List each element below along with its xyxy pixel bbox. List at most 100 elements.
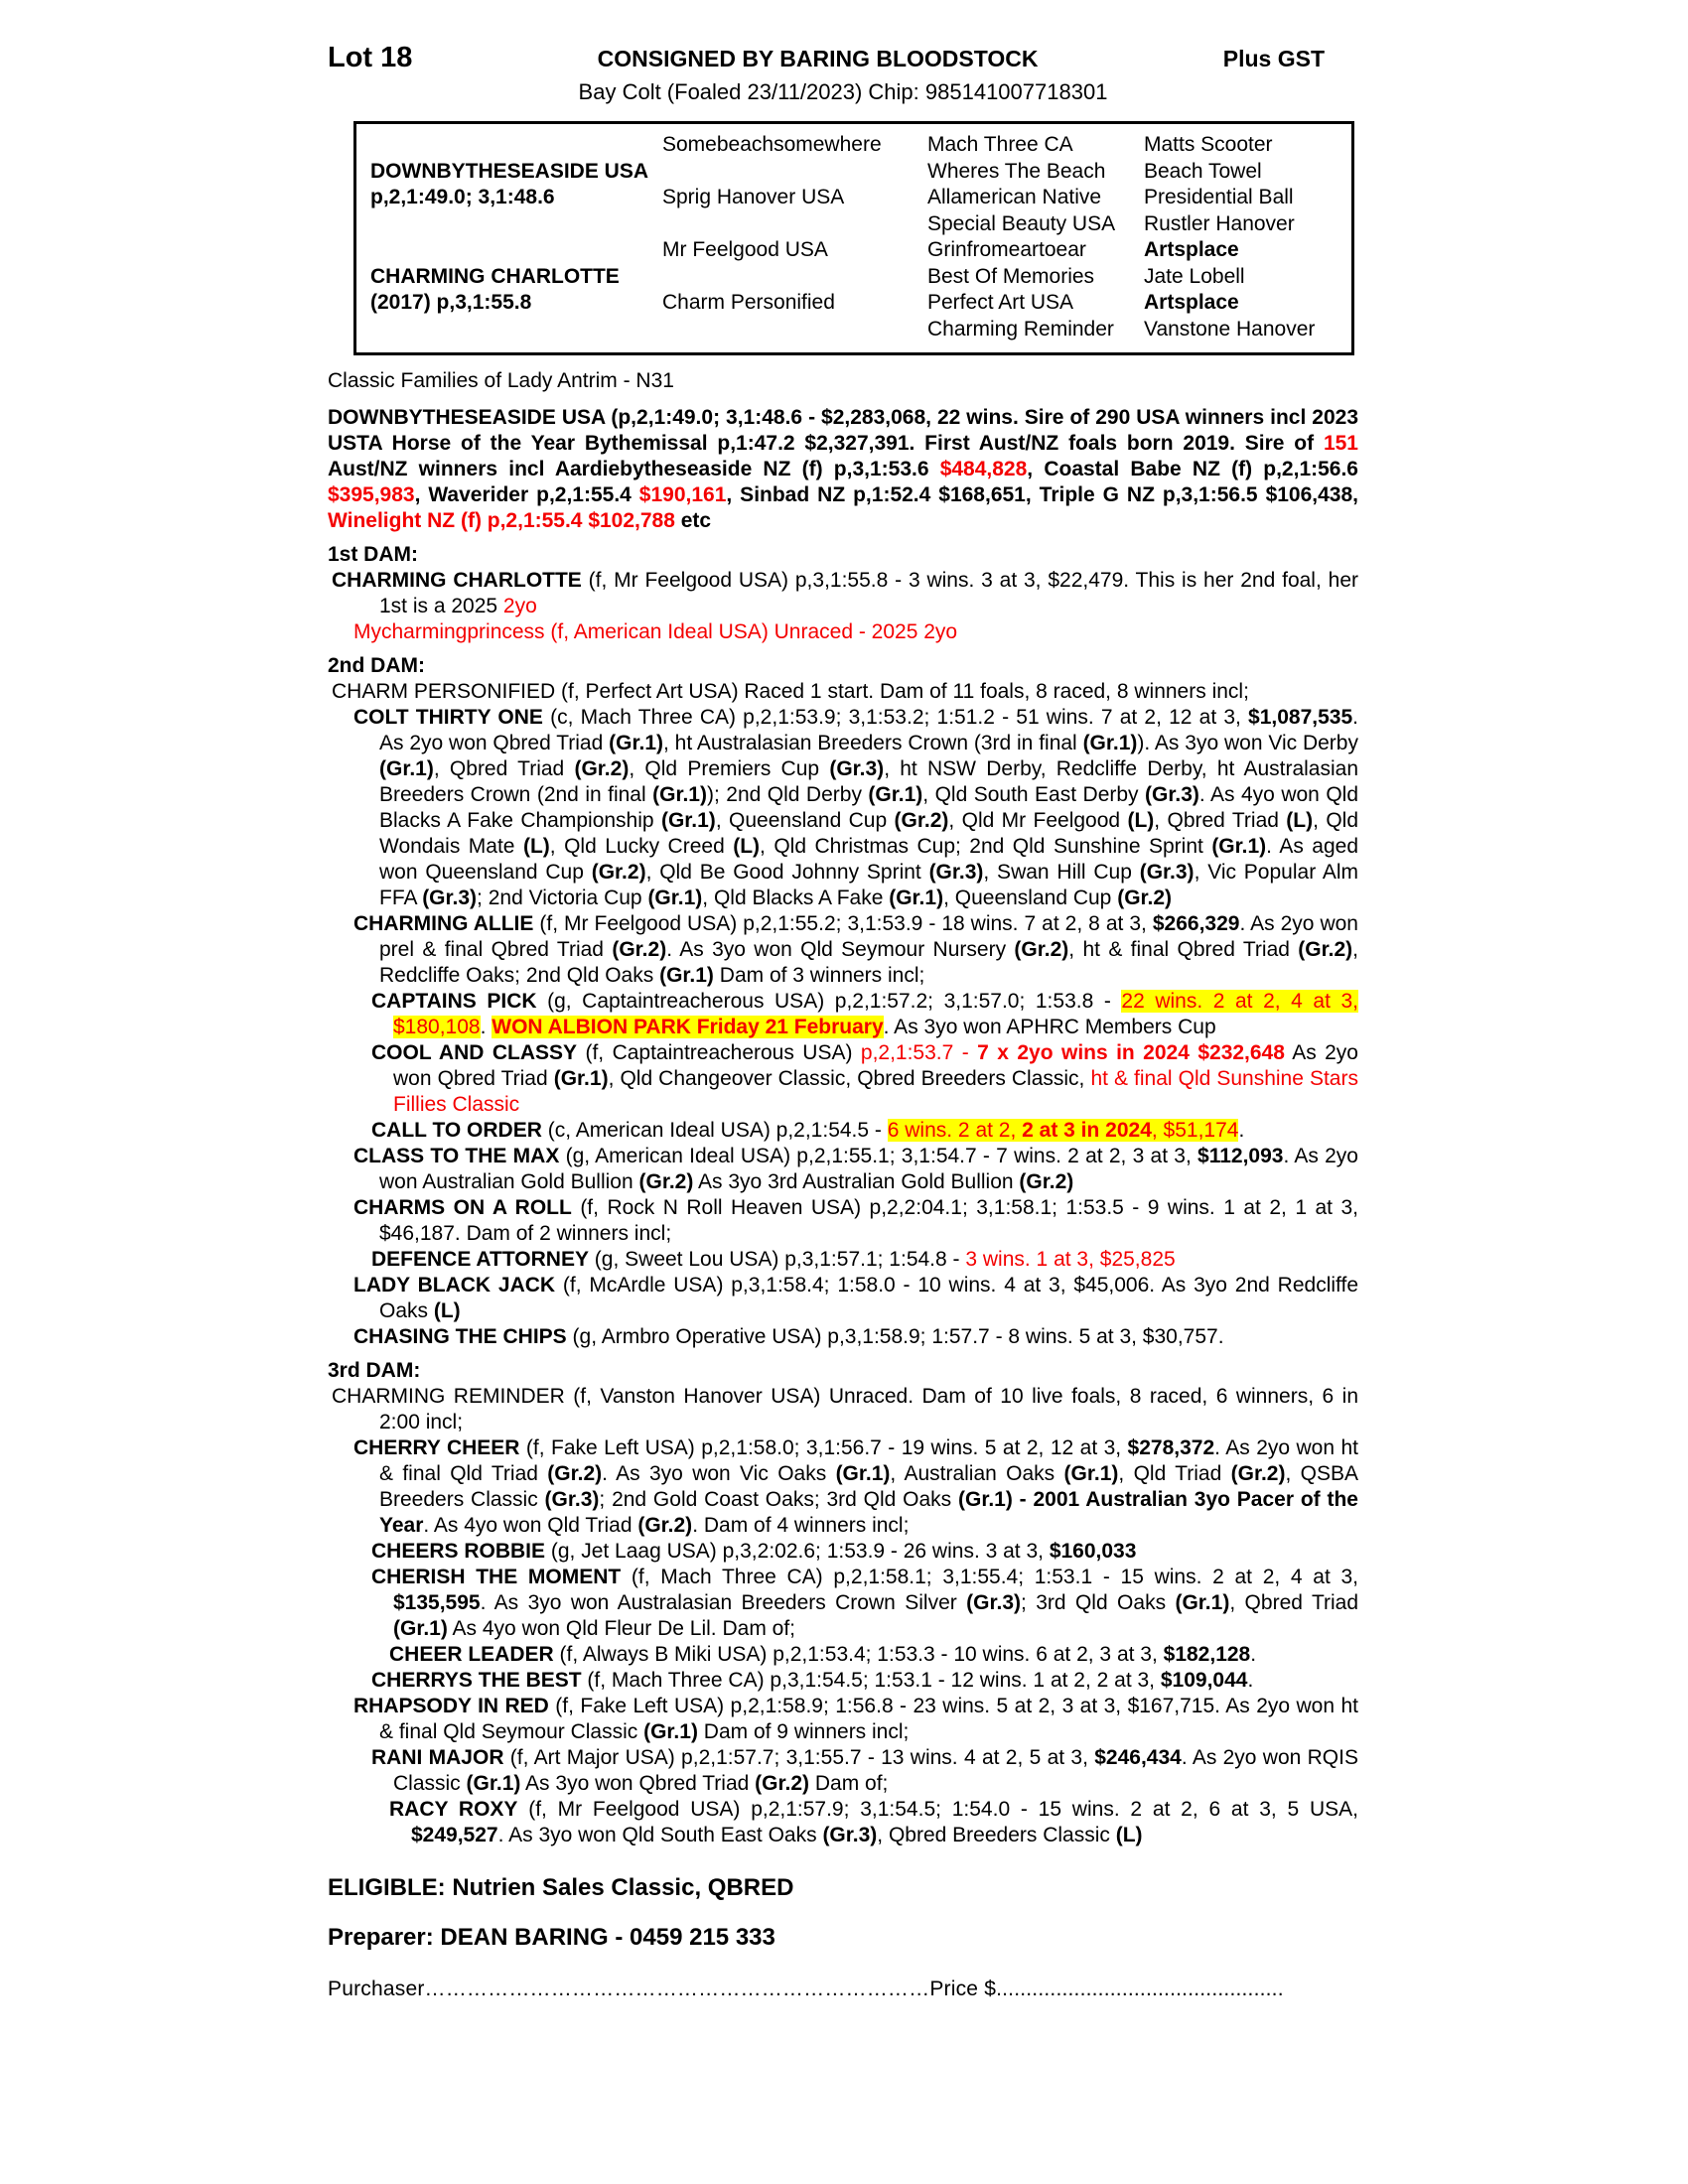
text-segment: $246,434 (1094, 1746, 1182, 1769)
text-segment: , Qld South East Derby (922, 783, 1146, 806)
text-segment: (f, Mach Three CA) p,2,1:58.1; 3,1:55.4;… (621, 1566, 1358, 1588)
preparer-line: Preparer: DEAN BARING - 0459 215 333 (328, 1924, 775, 1951)
text-segment: (f, Rock N Roll Heaven USA) p,2,2:04.1; … (379, 1196, 1358, 1245)
para-cheers-robbie: CHEERS ROBBIE (g, Jet Laag USA) p,3,2:02… (328, 1539, 1358, 1565)
text-segment: 1st DAM: (328, 543, 419, 566)
text-segment: (Gr.1) (1063, 1462, 1119, 1485)
pedigree-cell: Somebeachsomewhere (662, 133, 882, 156)
text-segment: (f, Mr Feelgood USA) p,2,1:55.2; 3,1:53.… (533, 912, 1153, 935)
text-segment: CHARMING CHARLOTTE (332, 569, 582, 592)
price-dots: ........................................… (996, 1978, 1284, 2000)
text-segment: $1,087,535 (1248, 706, 1353, 729)
para-charming-charlotte: CHARMING CHARLOTTE (f, Mr Feelgood USA) … (328, 568, 1358, 619)
text-segment: Mycharmingprincess (f, American Ideal US… (353, 620, 958, 643)
pedigree-cell: Mach Three CA (927, 133, 1073, 156)
text-segment: (Gr.2) (1014, 938, 1069, 961)
text-segment: . (1247, 1669, 1254, 1692)
text-segment: 151 (1323, 432, 1358, 455)
text-segment: , Qld Lucky Creed (549, 835, 734, 858)
para-colt-thirty-one: COLT THIRTY ONE (c, Mach Three CA) p,2,1… (328, 705, 1358, 911)
text-segment: RACY ROXY (389, 1798, 518, 1821)
text-segment: (Gr.2) (1298, 938, 1353, 961)
heading-1st-dam: 1st DAM: (328, 542, 1358, 568)
text-segment: , Qld Triad (1118, 1462, 1231, 1485)
text-segment: etc (674, 509, 712, 532)
text-segment: (g, American Ideal USA) p,2,1:55.1; 3,1:… (559, 1145, 1198, 1167)
text-segment: (Gr.3) (544, 1488, 600, 1511)
text-segment: $109,044 (1160, 1669, 1248, 1692)
text-segment: (Gr.1) (835, 1462, 891, 1485)
text-segment: , Qld Mr Feelgood (948, 809, 1128, 832)
text-segment: CALL TO ORDER (371, 1119, 542, 1142)
text-segment: , Waverider p,2,1:55.4 (414, 483, 639, 506)
para-cherrys-the-best: CHERRYS THE BEST (f, Mach Three CA) p,3,… (328, 1668, 1358, 1694)
text-segment: $135,595 (393, 1591, 481, 1614)
text-segment: (L) (433, 1299, 461, 1322)
para-lady-black-jack: LADY BLACK JACK (f, McArdle USA) p,3,1:5… (328, 1273, 1358, 1324)
text-segment: (f, Always B Miki USA) p,2,1:53.4; 1:53.… (553, 1643, 1164, 1666)
text-segment: 3 wins. 1 at 3, $25,825 (965, 1248, 1176, 1271)
para-charm-personified: CHARM PERSONIFIED (f, Perfect Art USA) R… (328, 679, 1358, 705)
purchaser-label: Purchaser (328, 1978, 425, 2000)
text-segment: CAPTAINS PICK (371, 990, 537, 1013)
text-segment: (Gr.2) (1230, 1462, 1286, 1485)
text-segment: (g, Sweet Lou USA) p,3,1:57.1; 1:54.8 - (588, 1248, 966, 1271)
text-segment: 6 wins. 2 at 2, (887, 1119, 1023, 1142)
text-segment: . As 3yo won APHRC Members Cup (883, 1016, 1216, 1038)
para-mycharmingprincess: Mycharmingprincess (f, American Ideal US… (328, 619, 1358, 645)
text-segment: RHAPSODY IN RED (353, 1695, 549, 1717)
text-segment: . As aged won Queensland Cup (379, 835, 1359, 884)
para-rhapsody-in-red: RHAPSODY IN RED (f, Fake Left USA) p,2,1… (328, 1694, 1358, 1745)
pedigree-cell: Sprig Hanover USA (662, 186, 845, 208)
horse-description: Bay Colt (Foaled 23/11/2023) Chip: 98514… (578, 79, 1108, 104)
para-defence-attorney: DEFENCE ATTORNEY (g, Sweet Lou USA) p,3,… (328, 1247, 1358, 1273)
text-segment: $190,161 (638, 483, 727, 506)
text-segment: (f, Fake Left USA) p,2,1:58.9; 1:56.8 - … (379, 1695, 1358, 1743)
text-segment: ; 2nd Gold Coast Oaks; 3rd Qld Oaks (599, 1488, 958, 1511)
text-segment: (Gr.2) (1019, 1170, 1074, 1193)
text-segment: . As 2yo won Australian Gold Bullion (379, 1145, 1358, 1193)
text-segment: (Gr.2) (612, 938, 667, 961)
text-segment: , Australian Oaks (890, 1462, 1064, 1485)
text-segment: . As 3yo won Qld South East Oaks (497, 1824, 823, 1846)
para-cherry-cheer: CHERRY CHEER (f, Fake Left USA) p,2,1:58… (328, 1435, 1358, 1539)
text-segment: , Qld Changeover Classic, Qbred Breeders… (608, 1067, 1091, 1090)
text-segment: $395,983 (328, 483, 415, 506)
text-segment: As 3yo won Qbred Triad (520, 1772, 756, 1795)
text-segment: ). As 3yo won Vic Derby (1137, 732, 1358, 754)
text-segment: $160,033 (1049, 1540, 1137, 1563)
para-charms-on-a-roll: CHARMS ON A ROLL (f, Rock N Roll Heaven … (328, 1195, 1358, 1247)
text-segment: (Gr.2) (574, 757, 630, 780)
text-segment: As 2yo won Qbred Triad (393, 1041, 1358, 1090)
para-call-to-order: CALL TO ORDER (c, American Ideal USA) p,… (328, 1118, 1358, 1144)
purchaser-line: Purchaser………………………………………………………………Price $… (328, 1978, 1358, 2001)
text-segment: DEFENCE ATTORNEY (371, 1248, 589, 1271)
text-segment: CHASING THE CHIPS (353, 1325, 567, 1348)
text-segment: 2 at 3 in 2024 (1022, 1119, 1152, 1142)
pedigree-cell: Grinfromeartoear (927, 238, 1086, 261)
pedigree-cell: Artsplace (1144, 291, 1239, 314)
pedigree-cell: Wheres The Beach (927, 159, 1106, 183)
text-segment: , Vic Popular Alm FFA (379, 861, 1358, 909)
text-segment: (L) (733, 835, 761, 858)
text-segment: , Queensland Cup (943, 887, 1118, 909)
text-segment: (Gr.1) (1211, 835, 1267, 858)
text-segment: . Dam of 4 winners incl; (692, 1514, 910, 1537)
text-segment: , Qbred Triad (1229, 1591, 1359, 1614)
text-segment: (c, American Ideal USA) p,2,1:54.5 - (541, 1119, 888, 1142)
heading-2nd-dam: 2nd DAM: (328, 653, 1358, 679)
pedigree-cell: Rustler Hanover (1144, 211, 1295, 235)
para-charming-allie: CHARMING ALLIE (f, Mr Feelgood USA) p,2,… (328, 911, 1358, 989)
text-segment: CHERRYS THE BEST (371, 1669, 582, 1692)
text-segment: . As 2yo won Qbred Triad (379, 706, 1358, 754)
text-segment: . As 4yo won Qld Blacks A Fake Champions… (379, 783, 1358, 832)
para-chasing-the-chips: CHASING THE CHIPS (g, Armbro Operative U… (328, 1324, 1358, 1350)
text-segment: (Gr.2) (638, 1170, 694, 1193)
page-content: Lot 18 CONSIGNED BY BARING BLOODSTOCK Pl… (328, 42, 1358, 2001)
text-segment: (Gr.1) (643, 1720, 698, 1743)
text-segment: $266,329 (1152, 912, 1240, 935)
pedigree-cell: Allamerican Native (927, 186, 1102, 208)
text-segment: $182,128 (1163, 1643, 1251, 1666)
text-segment: 3rd DAM: (328, 1359, 421, 1382)
text-segment: $278,372 (1127, 1436, 1215, 1459)
